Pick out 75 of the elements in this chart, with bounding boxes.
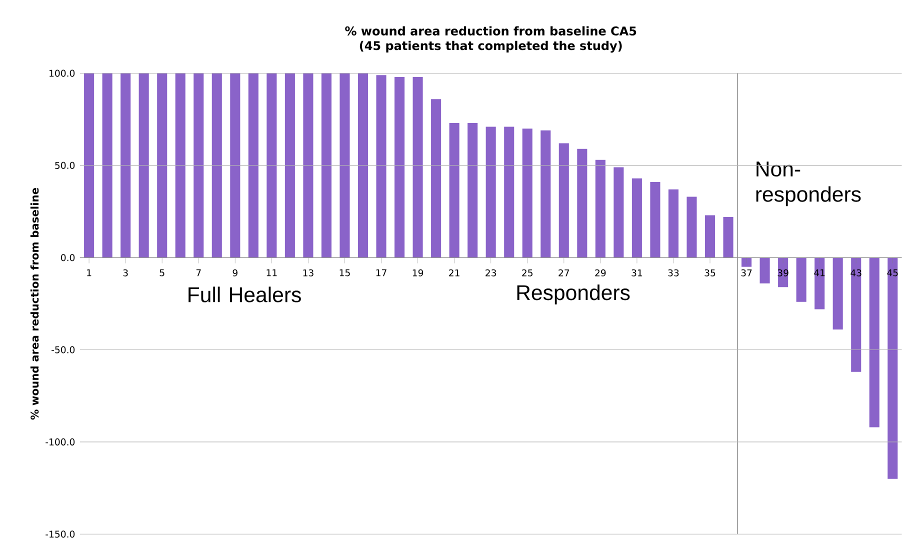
x-tick-label: 23 <box>486 269 496 276</box>
bar <box>358 73 368 258</box>
bar <box>321 73 332 258</box>
x-tick-label: 27 <box>558 269 570 276</box>
chart-subtitle: (45 patients that completed the study) <box>360 40 622 53</box>
y-tick-label: -100.0 <box>46 438 75 446</box>
bar <box>212 73 222 258</box>
bar <box>595 160 606 258</box>
x-tick-label: 9 <box>232 269 238 276</box>
bar <box>138 73 149 258</box>
y-axis-title: % wound area reduction from baseline <box>30 188 39 420</box>
bar <box>449 122 460 258</box>
bar <box>340 73 350 258</box>
bar <box>157 73 168 258</box>
x-tick-label: 33 <box>668 269 679 276</box>
bar <box>431 99 442 258</box>
annotation: Responders <box>517 284 630 304</box>
bar <box>540 130 551 258</box>
bar <box>266 73 277 258</box>
bar <box>760 258 770 284</box>
bar <box>522 128 532 258</box>
bar <box>796 258 806 302</box>
x-tick-label: 35 <box>704 269 716 276</box>
bar <box>102 73 112 258</box>
bar <box>814 258 825 310</box>
x-tick-label: 37 <box>741 269 752 276</box>
x-tick-label: 15 <box>340 269 350 276</box>
bar <box>668 189 678 258</box>
bar <box>832 258 843 330</box>
bar <box>742 258 752 267</box>
y-tick-label: -50.0 <box>52 346 75 354</box>
x-tick-label: 13 <box>303 269 314 276</box>
x-tick-label: 31 <box>632 269 642 276</box>
x-tick-label: 25 <box>522 269 532 276</box>
x-tick-label: 17 <box>376 269 386 276</box>
bar <box>303 73 314 258</box>
x-tick-label: 7 <box>196 269 201 276</box>
bar <box>723 217 734 258</box>
annotation: Full Healers <box>188 286 301 302</box>
x-tick-label: 11 <box>266 269 277 276</box>
x-tick-label: 21 <box>449 269 460 276</box>
bar <box>468 122 478 258</box>
annotation: Non-responders <box>756 162 861 206</box>
x-tick-label: 1 <box>87 269 92 276</box>
bar <box>248 73 258 258</box>
bar <box>888 258 898 479</box>
x-tick-label: 19 <box>412 269 424 276</box>
y-tick-label: 100.0 <box>50 70 75 77</box>
y-tick-label: 50.0 <box>55 162 75 169</box>
bar <box>650 182 660 258</box>
x-tick-label: 29 <box>595 269 606 276</box>
x-tick-label: 3 <box>123 269 128 276</box>
bar <box>394 76 405 258</box>
bar <box>284 73 295 258</box>
bar <box>120 73 131 258</box>
x-tick-label: 5 <box>160 269 164 276</box>
bar <box>577 148 588 258</box>
bar <box>412 76 423 258</box>
bar <box>194 73 204 258</box>
chart-title: % wound area reduction from baseline CA5 <box>345 26 636 36</box>
bar <box>230 73 240 258</box>
bar <box>175 73 186 258</box>
bar <box>376 75 386 258</box>
bar <box>558 143 569 258</box>
bar <box>614 167 624 258</box>
y-tick-label: 0.0 <box>60 254 75 262</box>
bar <box>686 196 697 258</box>
bar <box>869 258 880 428</box>
bar <box>704 215 716 258</box>
bar <box>851 258 862 372</box>
bar <box>632 178 642 258</box>
bar <box>486 126 496 258</box>
y-tick-label: -150.0 <box>46 530 75 538</box>
bar <box>504 126 514 258</box>
bar <box>84 73 94 258</box>
